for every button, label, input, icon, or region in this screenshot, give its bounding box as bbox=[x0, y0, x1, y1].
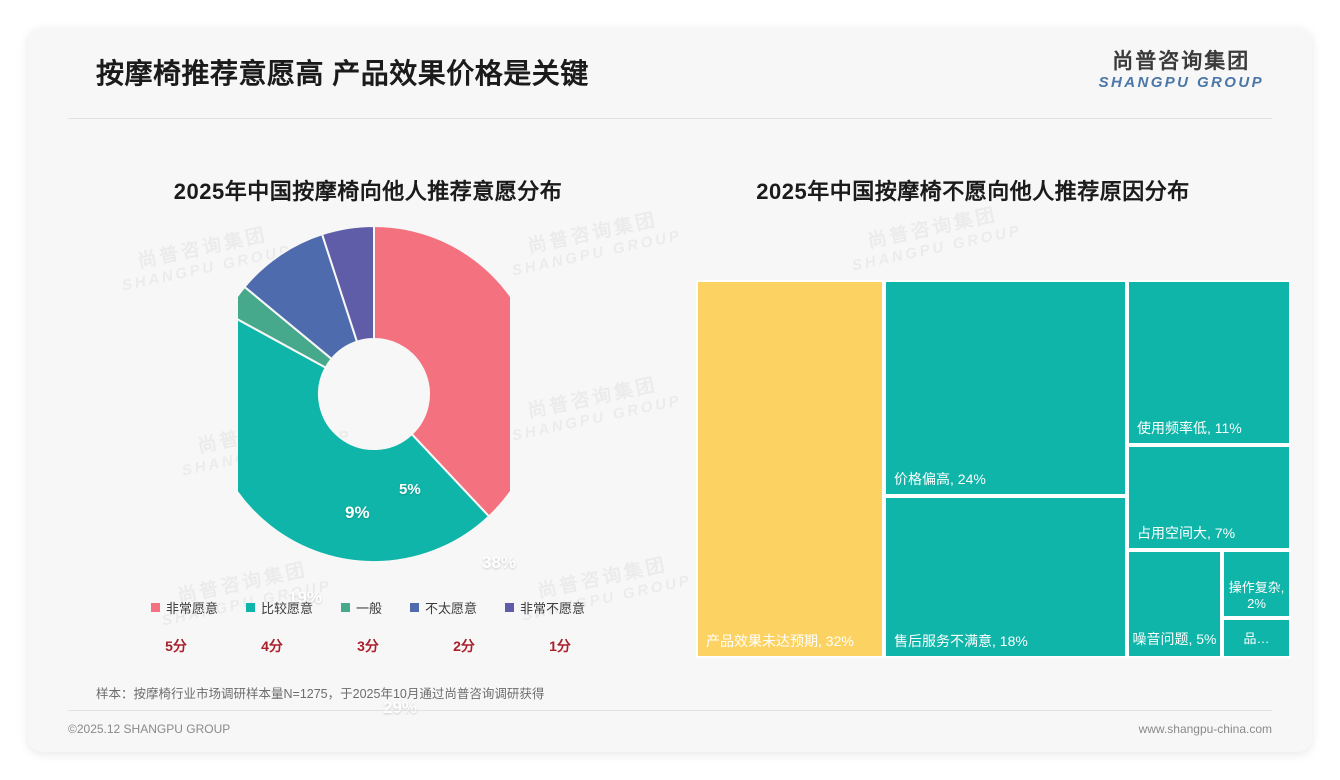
legend-swatch-icon bbox=[505, 603, 515, 612]
score-label-5: 5分 bbox=[165, 638, 187, 654]
treemap-cell-complex-operation[interactable]: 操作复杂, 2% bbox=[1222, 550, 1291, 618]
treemap-cell-label: 操作复杂, 2% bbox=[1228, 579, 1285, 611]
legend-label: 非常不愿意 bbox=[520, 601, 586, 616]
donut-value-label: 9% bbox=[345, 503, 370, 522]
treemap-cell-price-high[interactable]: 价格偏高, 24% bbox=[884, 280, 1127, 496]
legend-swatch-icon bbox=[340, 603, 350, 612]
treemap-cell-after-sales[interactable]: 售后服务不满意, 18% bbox=[884, 496, 1127, 658]
donut-value-label: 29% bbox=[383, 698, 418, 717]
treemap-cell-label: 使用频率低, 11% bbox=[1137, 419, 1242, 436]
treemap-cell-space-usage[interactable]: 占用空间大, 7% bbox=[1127, 445, 1291, 550]
donut-chart: 38% 29% 19% 9% 5% bbox=[68, 218, 668, 717]
donut-slice-1[interactable] bbox=[373, 224, 510, 518]
treemap-cell-label: 售后服务不满意, 18% bbox=[894, 632, 1028, 649]
logo-english-text: SHANGPU GROUP bbox=[1098, 74, 1264, 92]
legend-swatch-icon bbox=[150, 603, 160, 612]
legend-swatch-icon bbox=[245, 603, 255, 612]
footer-divider bbox=[68, 710, 1272, 711]
treemap-cell-label: 价格偏高, 24% bbox=[894, 470, 986, 487]
footer-website[interactable]: www.shangpu-china.com bbox=[1138, 722, 1272, 736]
score-label-2: 2分 bbox=[453, 638, 475, 654]
legend-item-very-willing[interactable]: 非常愿意 bbox=[150, 598, 218, 617]
score-label-4: 4分 bbox=[261, 638, 283, 654]
legend-item-not-very-willing[interactable]: 不太愿意 bbox=[410, 598, 477, 617]
treemap-cell-product-effect[interactable]: 产品效果未达预期, 32% bbox=[696, 280, 884, 658]
treemap-cell-noise[interactable]: 噪音问题, 5% bbox=[1127, 550, 1222, 658]
donut-svg bbox=[238, 224, 510, 564]
slide-canvas: 按摩椅推荐意愿高 产品效果价格是关键 尚普咨询集团 SHANGPU GROUP … bbox=[28, 28, 1312, 752]
treemap-cell-low-frequency[interactable]: 使用频率低, 11% bbox=[1127, 280, 1291, 445]
legend-label: 比较愿意 bbox=[260, 601, 313, 616]
legend-label: 一般 bbox=[355, 601, 382, 616]
slide-header: 按摩椅推荐意愿高 产品效果价格是关键 尚普咨询集团 SHANGPU GROUP bbox=[28, 28, 1312, 118]
donut-value-label: 38% bbox=[482, 553, 517, 572]
right-chart-title: 2025年中国按摩椅不愿向他人推荐原因分布 bbox=[756, 179, 1190, 204]
donut-slice-2[interactable] bbox=[238, 313, 491, 564]
legend-item-neutral[interactable]: 一般 bbox=[340, 598, 382, 617]
footer-copyright: ©2025.12 SHANGPU GROUP bbox=[68, 722, 231, 736]
legend-item-fairly-willing[interactable]: 比较愿意 bbox=[245, 598, 313, 617]
treemap-cell-label: 占用空间大, 7% bbox=[1137, 524, 1236, 541]
left-chart-title: 2025年中国按摩椅向他人推荐意愿分布 bbox=[173, 179, 563, 204]
legend-item-very-unwilling[interactable]: 非常不愿意 bbox=[505, 598, 585, 617]
page-title: 按摩椅推荐意愿高 产品效果价格是关键 bbox=[96, 58, 589, 89]
score-label-3: 3分 bbox=[357, 638, 379, 654]
brand-logo: 尚普咨询集团 SHANGPU GROUP bbox=[1099, 50, 1264, 92]
score-label-1: 1分 bbox=[549, 638, 571, 654]
panel-recommendation-willingness: 2025年中国按摩椅向他人推荐意愿分布 38% 29% 19% bbox=[68, 128, 668, 717]
donut-slice-5[interactable] bbox=[320, 224, 375, 343]
donut-value-label: 19% bbox=[288, 588, 323, 607]
legend-label: 非常愿意 bbox=[165, 601, 218, 616]
logo-chinese-text: 尚普咨询集团 bbox=[1112, 50, 1251, 73]
legend-label: 不太愿意 bbox=[425, 601, 478, 616]
header-divider bbox=[68, 118, 1272, 119]
legend-swatch-icon bbox=[410, 603, 419, 612]
score-axis: 5分 4分 3分 2分 1分 bbox=[68, 636, 668, 656]
treemap-chart: 产品效果未达预期, 32% 价格偏高, 24% 售后服务不满意, 18% 使用频… bbox=[696, 280, 1291, 658]
treemap-cell-label: 噪音问题, 5% bbox=[1132, 630, 1217, 647]
treemap-cell-label: 产品效果未达预期, 32% bbox=[706, 632, 854, 649]
sample-footnote: 样本：按摩椅行业市场调研样本量N=1275，于2025年10月通过尚普咨询调研获… bbox=[96, 687, 545, 701]
donut-value-label: 5% bbox=[399, 481, 421, 498]
treemap-cell-label: 品… bbox=[1243, 630, 1270, 646]
panel-unwillingness-reasons: 2025年中国按摩椅不愿向他人推荐原因分布 产品效果未达预期, 32% 价格偏高… bbox=[673, 128, 1291, 658]
donut-legend: 非常愿意 比较愿意 一般 不太愿意 非常不愿意 bbox=[68, 598, 668, 617]
treemap-cell-brand-other[interactable]: 品… bbox=[1222, 618, 1291, 658]
